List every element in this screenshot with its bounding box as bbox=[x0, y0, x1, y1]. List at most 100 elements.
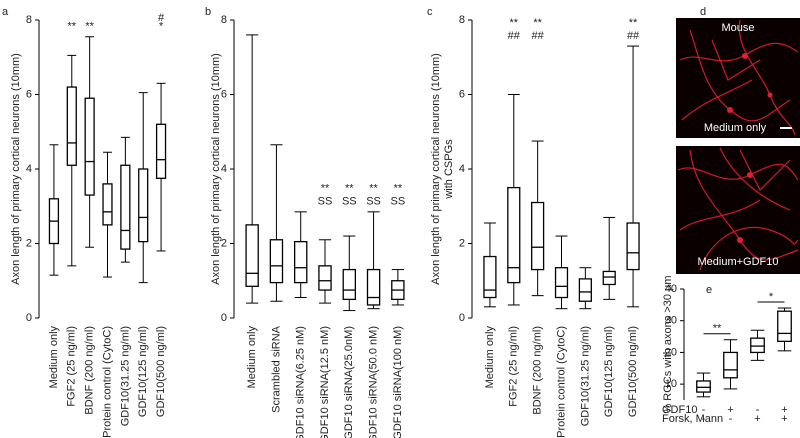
image-title: Mouse bbox=[721, 22, 754, 34]
significance-label: ** bbox=[369, 183, 378, 195]
significance-label: SS bbox=[391, 196, 406, 208]
box bbox=[777, 310, 792, 342]
significance-label: ## bbox=[532, 30, 545, 42]
condition-value: - bbox=[729, 413, 733, 425]
significance-label: ** bbox=[394, 183, 403, 195]
box bbox=[138, 168, 149, 243]
significance-label: ## bbox=[508, 30, 521, 42]
box bbox=[66, 86, 77, 166]
y-axis-label: Axon length of primary cortical neurons … bbox=[210, 53, 222, 285]
box bbox=[269, 239, 284, 284]
x-tick-label: GDF10(500 ng/ml) bbox=[627, 326, 639, 417]
significance-label: * bbox=[159, 21, 164, 33]
x-tick-label: GDF10 siRNA(25.0nM) bbox=[343, 326, 355, 438]
y-tick-label: 8 bbox=[459, 14, 465, 26]
y-tick-label: 10 bbox=[665, 378, 677, 390]
x-tick-label: GDF10(31.25 ng/ml) bbox=[579, 326, 591, 426]
significance-label: ** bbox=[533, 17, 542, 29]
box bbox=[507, 186, 521, 284]
box bbox=[554, 267, 569, 299]
condition-value: + bbox=[781, 404, 787, 416]
panel-d: d Mouse Medium only Medium+GDF10 bbox=[676, 6, 800, 274]
significance-label: ** bbox=[345, 183, 354, 195]
box bbox=[120, 164, 131, 250]
condition-value: - bbox=[756, 404, 760, 416]
y-tick-label: 6 bbox=[26, 88, 32, 100]
soma bbox=[727, 107, 733, 113]
significance-label: ## bbox=[627, 30, 640, 42]
significance-label: ** bbox=[85, 21, 94, 33]
x-tick-label: BDNF (200 ng/ml) bbox=[532, 326, 544, 415]
significance-label: # bbox=[158, 12, 165, 24]
condition-value: - bbox=[702, 413, 706, 425]
y-axis-label: with CSPGs bbox=[443, 139, 455, 200]
soma bbox=[737, 237, 743, 243]
y-tick-label: 40 bbox=[665, 283, 677, 295]
panel-letter: c bbox=[427, 6, 433, 18]
significance-label: SS bbox=[366, 196, 381, 208]
y-tick-label: 30 bbox=[665, 315, 677, 327]
x-tick-label: GDF10(500 ng/ml) bbox=[155, 326, 167, 417]
y-tick-label: 0 bbox=[459, 312, 465, 324]
soma bbox=[767, 92, 773, 98]
box bbox=[626, 222, 640, 271]
significance-label: SS bbox=[318, 196, 333, 208]
panel-letter: b bbox=[205, 6, 211, 18]
box bbox=[342, 268, 357, 301]
x-tick-label: GDF10 siRNA(50.0 nM) bbox=[367, 326, 379, 438]
panel-letter: e bbox=[706, 284, 712, 296]
condition-value: + bbox=[781, 413, 787, 425]
soma bbox=[742, 53, 748, 59]
box bbox=[723, 351, 738, 379]
y-tick-label: 2 bbox=[26, 237, 32, 249]
y-tick-label: 8 bbox=[26, 14, 32, 26]
condition-name: GDF10 bbox=[662, 404, 697, 416]
micrograph-top bbox=[676, 18, 800, 138]
box bbox=[102, 183, 113, 226]
panel-letter: a bbox=[2, 6, 9, 18]
significance-label: SS bbox=[342, 196, 357, 208]
box bbox=[366, 268, 381, 306]
y-tick-label: 0 bbox=[26, 312, 32, 324]
box bbox=[245, 224, 259, 287]
y-tick-label: 4 bbox=[26, 163, 32, 175]
x-tick-label: GDF10(125 ng/ml) bbox=[137, 326, 149, 417]
x-tick-label: FGF2 (25 ng/ml) bbox=[66, 326, 78, 407]
x-tick-label: BDNF (200 ng/ml) bbox=[84, 326, 96, 415]
box bbox=[155, 123, 167, 179]
y-tick-label: 2 bbox=[459, 237, 465, 249]
x-tick-label: Scrambled siRNA bbox=[270, 325, 282, 412]
condition-value: + bbox=[754, 413, 760, 425]
x-tick-label: GDF10(31.25 ng/ml) bbox=[119, 326, 131, 426]
box bbox=[84, 97, 95, 196]
soma bbox=[747, 172, 753, 178]
x-tick-label: Protein control (CytoC) bbox=[101, 326, 113, 438]
significance-label: ** bbox=[68, 21, 77, 33]
box bbox=[318, 265, 332, 291]
significance-label: ** bbox=[510, 17, 519, 29]
x-tick-label: GDF10 siRNA(100 nM) bbox=[392, 326, 404, 438]
significance-label: * bbox=[769, 291, 774, 303]
y-tick-label: 2 bbox=[221, 237, 227, 249]
y-tick-label: 20 bbox=[665, 346, 677, 358]
box bbox=[578, 278, 592, 302]
y-axis-label: % RGCs with axons >30 µm bbox=[662, 275, 674, 413]
y-tick-label: 4 bbox=[459, 163, 465, 175]
significance-label: ** bbox=[629, 17, 638, 29]
condition-name: Forsk, Mann bbox=[662, 413, 723, 425]
box bbox=[696, 380, 711, 393]
x-tick-label: FGF2 (25 ng/ml) bbox=[508, 326, 520, 407]
box bbox=[602, 270, 616, 286]
x-tick-label: Medium only bbox=[484, 326, 496, 389]
box bbox=[750, 337, 765, 354]
x-tick-label: GDF10(125 ng/ml) bbox=[603, 326, 615, 417]
image-caption: Medium+GDF10 bbox=[697, 256, 778, 268]
micrograph-bottom bbox=[676, 146, 800, 274]
box bbox=[293, 240, 308, 284]
box bbox=[531, 201, 545, 271]
condition-value: - bbox=[702, 404, 706, 416]
x-tick-label: Protein control (CytoC) bbox=[555, 326, 567, 438]
y-tick-label: 6 bbox=[459, 88, 465, 100]
condition-value: + bbox=[727, 404, 733, 416]
